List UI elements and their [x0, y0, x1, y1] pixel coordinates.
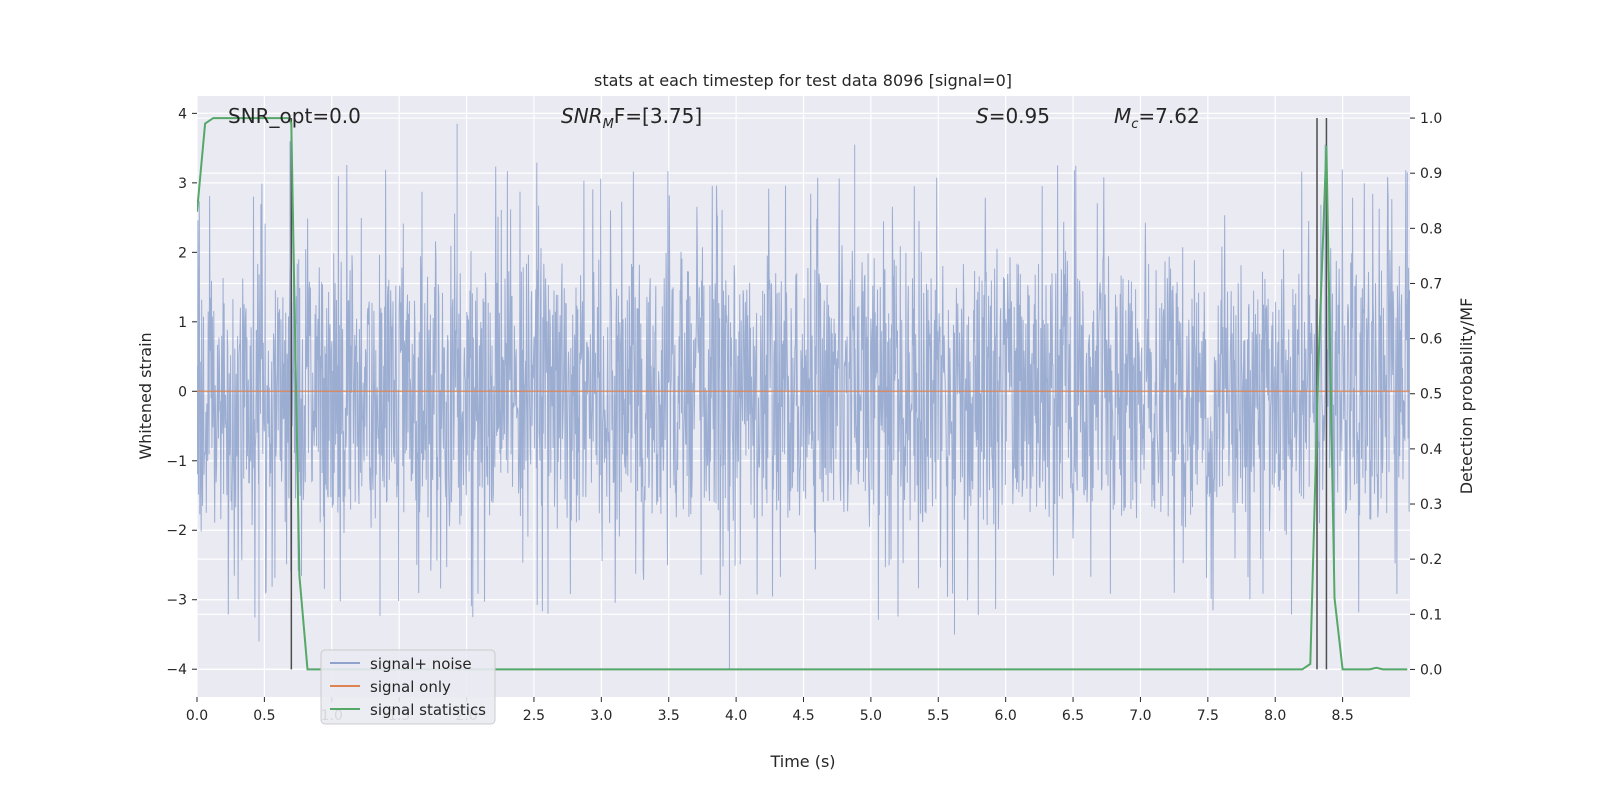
y-tick-label: 4 — [178, 106, 187, 122]
annotation-s-value: =0.95 — [989, 104, 1050, 128]
x-tick-label: 0.0 — [186, 708, 208, 724]
x-tick-label: 5.5 — [927, 708, 949, 724]
y-tick-label: −1 — [166, 454, 187, 470]
y-tick-label: 3 — [178, 176, 187, 192]
y-tick-label: 1 — [178, 315, 187, 331]
x-tick-label: 7.5 — [1197, 708, 1219, 724]
y-tick-label: 2 — [178, 245, 187, 261]
right-y-axis-label: Detection probability/MF — [1457, 298, 1476, 495]
annotation-mc-label: M — [1114, 104, 1131, 128]
legend-label-signal-only: signal only — [370, 678, 451, 696]
right-y-tick-label: 0.0 — [1420, 662, 1442, 678]
x-tick-label: 3.0 — [590, 708, 612, 724]
annotation-s: S=0.95 — [976, 104, 1050, 128]
right-y-tick-label: 0.5 — [1420, 387, 1442, 403]
right-y-tick-label: 0.3 — [1420, 497, 1442, 513]
annotation-mc-value: =7.62 — [1138, 104, 1199, 128]
series-signal-plus-noise — [197, 123, 1410, 670]
y-tick-label: −4 — [166, 662, 187, 678]
x-tick-label: 7.0 — [1129, 708, 1151, 724]
right-y-tick-label: 0.8 — [1420, 221, 1442, 237]
right-y-tick-label: 0.1 — [1420, 607, 1442, 623]
annotation-snr-mf: SNRMF=[3.75] — [561, 104, 702, 132]
x-tick-label: 6.0 — [995, 708, 1017, 724]
right-y-axis-ticks: 1.0 0.9 0.8 0.7 0.6 0.5 0.4 0.3 0.2 0.1 0.0 — [1410, 111, 1442, 678]
annotation-s-label: S — [976, 104, 989, 128]
right-y-tick-label: 0.9 — [1420, 166, 1442, 182]
chart-title: stats at each timestep for test data 809… — [594, 71, 1012, 90]
annotation-mc: Mc=7.62 — [1114, 104, 1200, 132]
x-axis-label: Time (s) — [769, 752, 835, 771]
x-tick-label: 8.0 — [1264, 708, 1286, 724]
right-y-tick-label: 0.6 — [1420, 332, 1442, 348]
x-tick-label: 2.5 — [523, 708, 545, 724]
legend-label-signal-statistics: signal statistics — [370, 701, 486, 719]
right-y-tick-label: 0.2 — [1420, 552, 1442, 568]
annotation-mc-sub: c — [1131, 117, 1138, 132]
annotation-snr-opt: SNR_opt=0.0 — [228, 104, 361, 128]
annotation-snr-mf-sub: M — [603, 117, 614, 132]
right-y-tick-label: 0.7 — [1420, 276, 1442, 292]
x-tick-label: 8.5 — [1331, 708, 1353, 724]
left-y-axis-label: Whitened strain — [136, 332, 155, 459]
annotation-snr-mf-label: SNR — [561, 104, 603, 128]
x-tick-label: 3.5 — [658, 708, 680, 724]
y-tick-label: −3 — [166, 593, 187, 609]
x-tick-label: 4.0 — [725, 708, 747, 724]
legend-label-signal-plus-noise: signal+ noise — [370, 655, 472, 673]
legend-box — [320, 649, 496, 725]
x-tick-label: 5.0 — [860, 708, 882, 724]
legend: signal+ noise signal only signal statist… — [320, 649, 496, 725]
right-y-tick-label: 1.0 — [1420, 111, 1442, 127]
y-tick-label: −2 — [166, 523, 187, 539]
right-y-tick-label: 0.4 — [1420, 442, 1442, 458]
annotation-snr-mf-value: F=[3.75] — [614, 104, 702, 128]
x-tick-label: 6.5 — [1062, 708, 1084, 724]
x-tick-label: 4.5 — [792, 708, 814, 724]
x-tick-label: 0.5 — [253, 708, 275, 724]
left-y-axis-ticks: 4 3 2 1 0 −1 −2 −3 −4 — [166, 106, 197, 678]
y-tick-label: 0 — [178, 384, 187, 400]
series-signal-statistics — [197, 117, 1408, 671]
